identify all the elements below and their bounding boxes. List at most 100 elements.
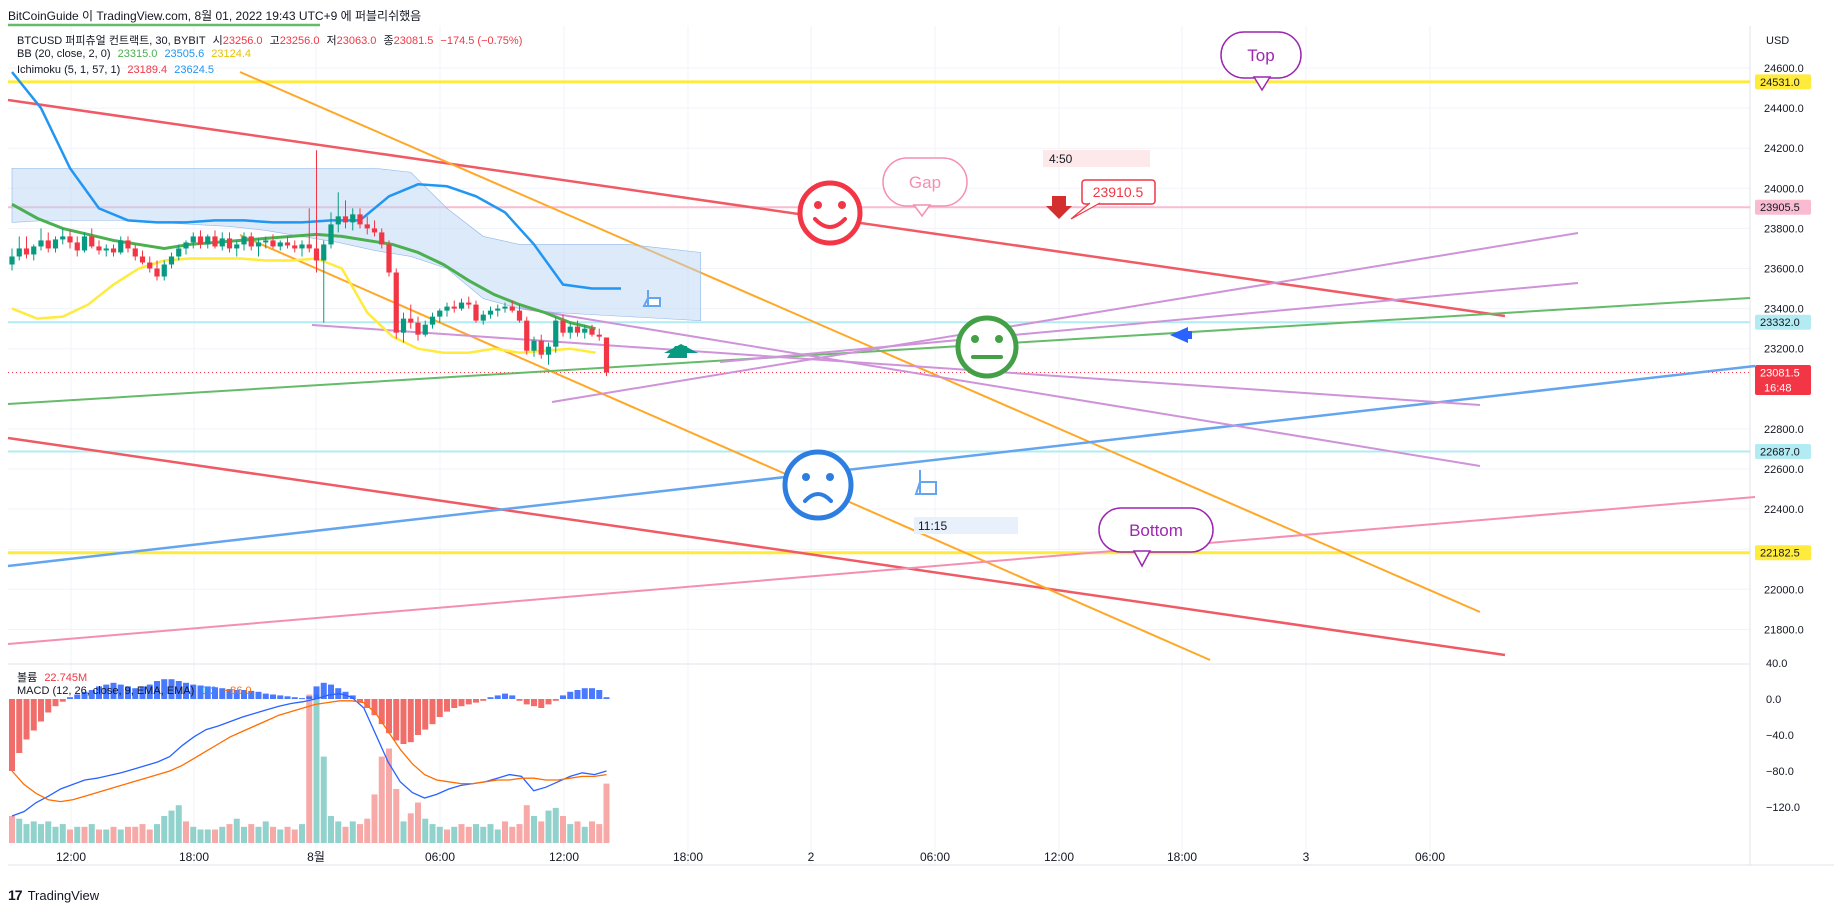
price-tick-5: 22800.0: [1764, 424, 1804, 436]
candle-body-14: [110, 248, 117, 253]
neutral-face-icon: [955, 315, 1019, 379]
candle-body-70: [516, 310, 523, 321]
macd-hist-73: [538, 699, 545, 708]
candle-body-21: [161, 264, 167, 277]
volume-bar-23: [175, 805, 182, 843]
candle-body-80: [589, 328, 595, 335]
hand-pointer-icon-2: [642, 290, 661, 307]
grid: [8, 26, 1834, 866]
ichimoku-cloud: [11, 167, 702, 321]
time-tick-7: 06:00: [920, 850, 950, 864]
volume-bar-34: [255, 826, 262, 843]
bb-legend[interactable]: BB (20, close, 2, 0) 23315.0 23505.6 231…: [17, 48, 252, 60]
macd-hist-71: [523, 699, 530, 705]
price-label-bg-1: [1755, 199, 1811, 215]
time-tick-0: 12:00: [56, 850, 86, 864]
candles: [9, 150, 610, 377]
volume-bar-56: [415, 802, 421, 843]
price-label-1: 23905.5: [1760, 202, 1800, 214]
volume-bar-30: [226, 824, 233, 843]
macd-hist-30: [226, 689, 233, 699]
volume-legend[interactable]: 볼륨 22.745M: [17, 672, 88, 684]
candle-body-1: [16, 248, 22, 257]
volume-bar-9: [74, 826, 81, 843]
macd-hist-3: [30, 699, 37, 731]
volume-bar-63: [465, 826, 472, 843]
candle-body-38: [284, 242, 291, 246]
sad-face-icon-eye-l: [802, 473, 810, 481]
price-tick-11: 24200.0: [1764, 143, 1804, 155]
macd-hist-36: [270, 694, 276, 699]
macd-hist-64: [473, 699, 479, 703]
price-tick-3: 22400.0: [1764, 504, 1804, 516]
macd-hist-78: [574, 690, 581, 699]
macd-hist-21: [161, 679, 168, 699]
price-tick-7: 23400.0: [1764, 304, 1804, 316]
candle-body-10: [81, 236, 88, 251]
footer: 17 TradingView: [8, 887, 99, 903]
volume-bar-79: [581, 826, 588, 843]
candle-body-8: [67, 236, 73, 243]
symbol-label[interactable]: BTCUSD 퍼피츄얼 컨트랙트, 30, BYBIT: [17, 35, 206, 47]
macd-hist-8: [67, 697, 73, 699]
ichimoku-legend[interactable]: Ichimoku (5, 1, 57, 1) 23189.4 23624.5: [17, 64, 214, 76]
time-note-a: 4:50: [1049, 152, 1073, 166]
volume-bar-10: [81, 826, 88, 843]
candle-body-36: [270, 240, 276, 247]
volume-bar-20: [154, 824, 160, 843]
macd-hist-20: [154, 681, 160, 699]
price-tick-12: 24400.0: [1764, 103, 1804, 115]
volume-bar-14: [110, 826, 117, 843]
happy-face-icon-eye-l: [814, 201, 822, 209]
macd-line: [11, 692, 607, 817]
price-label-bg-5: [1755, 545, 1811, 561]
macd-tick-3: −80.0: [1766, 766, 1794, 778]
bb-basis-line: [11, 203, 596, 331]
macd-hist-14: [110, 682, 117, 699]
volume-bar-44: [328, 816, 334, 843]
volume-bar-33: [248, 824, 255, 843]
candle-body-67: [495, 308, 501, 311]
candle-body-47: [350, 214, 356, 223]
volume-bar-80: [589, 821, 595, 843]
macd-hist-29: [219, 688, 226, 699]
ohlc-values: 시23256.0 고23256.0 저23063.0 종23081.5 −174…: [212, 35, 523, 47]
candle-body-27: [205, 236, 211, 245]
time-tick-5: 18:00: [673, 850, 703, 864]
candle-body-61: [451, 306, 457, 309]
macd-hist-68: [502, 693, 508, 699]
volume-bar-70: [516, 824, 523, 843]
candle-body-56: [415, 322, 421, 335]
macd-legend[interactable]: MACD (12, 26, close, 9, EMA, EMA) 0.2 −8…: [17, 685, 252, 697]
candle-body-49: [364, 224, 370, 229]
candle-body-52: [386, 244, 392, 273]
candle-body-0: [9, 256, 15, 265]
candle-body-39: [292, 245, 298, 249]
trendline-0: [7, 98, 1506, 318]
volume-bar-46: [342, 826, 349, 843]
macd-hist-77: [567, 691, 574, 699]
tradingview-brand[interactable]: TradingView: [27, 887, 100, 903]
volume-bar-55: [407, 813, 414, 843]
happy-face-icon-mouth: [813, 217, 847, 229]
candle-body-28: [212, 236, 218, 247]
volume-bar-77: [567, 824, 574, 843]
macd-tick-2: −40.0: [1766, 730, 1794, 742]
indicators: [11, 71, 702, 354]
volume-bar-2: [23, 824, 30, 843]
macd-hist-52: [386, 699, 392, 734]
volume-bar-7: [59, 824, 66, 843]
macd-hist-65: [480, 699, 487, 701]
macd-hist-62: [458, 699, 465, 707]
bottom-callout-bubble: [1098, 507, 1214, 553]
macd-hist-5: [45, 699, 52, 713]
candle-body-41: [306, 244, 312, 249]
top-callout-text: Top: [1247, 46, 1274, 65]
macd-hist-43: [320, 682, 327, 699]
symbol-legend: BTCUSD 퍼피츄얼 컨트랙트, 30, BYBIT 시23256.0 고23…: [17, 32, 530, 48]
candle-body-72: [531, 340, 537, 351]
macd-hist-7: [59, 699, 66, 702]
volume-bar-31: [233, 818, 240, 843]
tradingview-logo[interactable]: 17: [8, 887, 23, 903]
